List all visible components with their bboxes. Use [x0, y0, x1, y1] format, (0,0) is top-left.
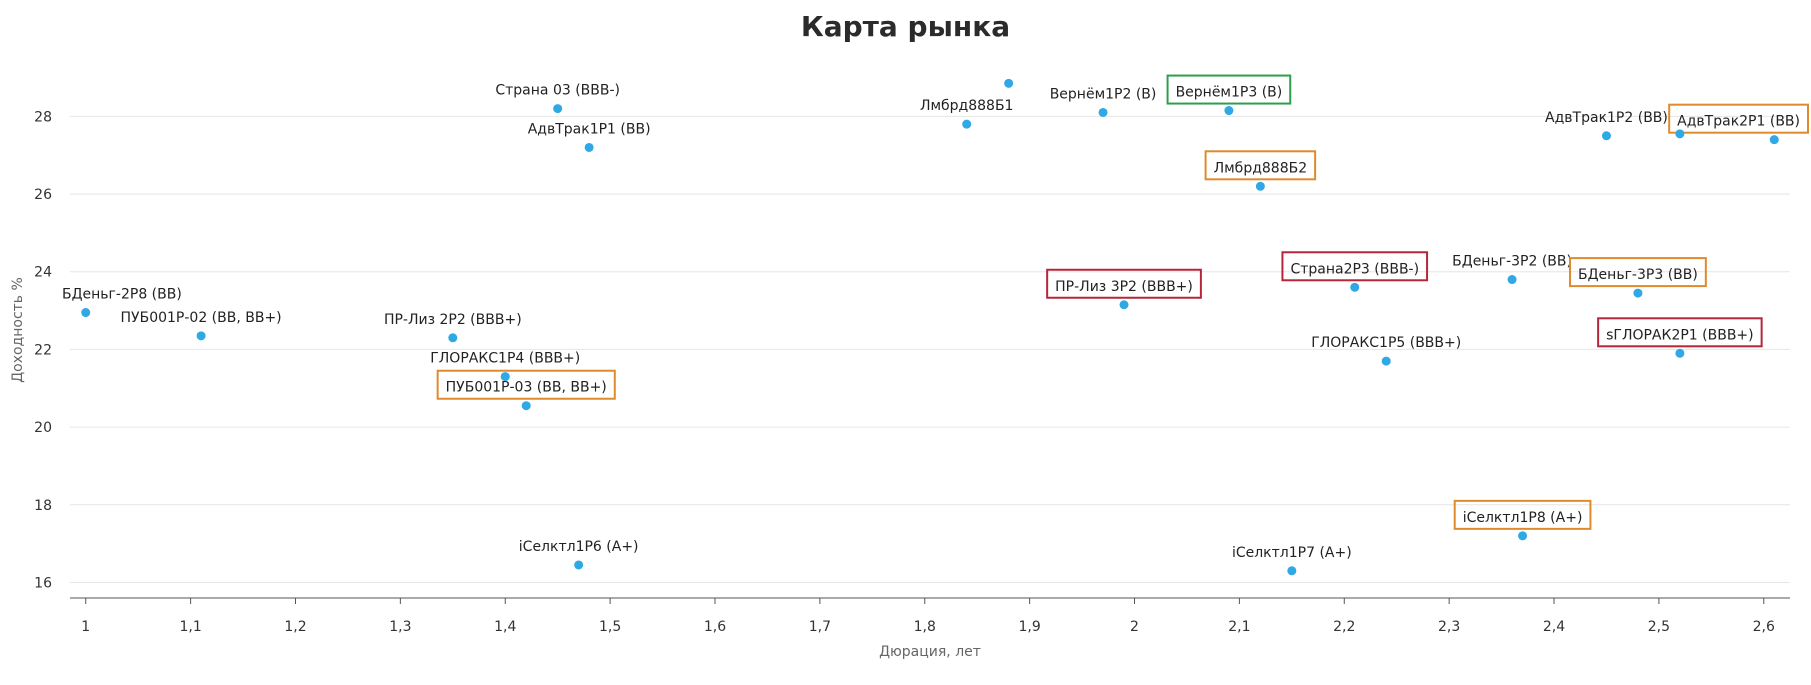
x-tick-label: 1,3	[389, 619, 411, 635]
point-label: ПУБ001Р-02 (BB, BB+)	[121, 310, 282, 326]
label-highlight-box	[1597, 317, 1763, 348]
x-tick-label: 1,6	[704, 619, 726, 635]
data-point	[1675, 348, 1685, 358]
x-tick-label: 1,7	[809, 619, 831, 635]
data-point	[962, 119, 972, 129]
point-label: АдвТрак1Р2 (BB)	[1545, 110, 1668, 126]
data-point	[1287, 566, 1297, 576]
data-point	[1601, 131, 1611, 141]
label-highlight-box	[1204, 150, 1317, 181]
data-point	[1769, 135, 1779, 145]
point-label: ГЛОРАКС1Р5 (BBB+)	[1311, 335, 1461, 351]
data-point	[1119, 300, 1129, 310]
y-tick-label: 16	[34, 575, 52, 591]
x-tick-label: 1	[81, 619, 90, 635]
data-point	[196, 331, 206, 341]
data-point	[1675, 129, 1685, 139]
point-label: Вернём1Р2 (B)	[1050, 86, 1157, 102]
point-label: sГЛОРАК2Р1 (BBB+)	[1606, 327, 1754, 343]
data-point	[500, 372, 510, 382]
point-label: БДеньг-3Р3 (BB)	[1578, 267, 1698, 283]
data-point	[1004, 78, 1014, 88]
x-tick-label: 2,4	[1543, 619, 1565, 635]
x-tick-label: 2,2	[1333, 619, 1355, 635]
point-label: Страна2Р3 (BBB-)	[1290, 261, 1419, 277]
label-highlight-box	[436, 369, 616, 400]
y-axis-title: Доходность %	[10, 277, 26, 383]
data-point	[521, 401, 531, 411]
point-label: iСелктл1Р6 (A+)	[519, 539, 639, 555]
label-highlight-box	[1668, 103, 1809, 134]
data-point	[1098, 107, 1108, 117]
point-label: iСелктл1Р8 (A+)	[1463, 510, 1583, 526]
data-point	[81, 308, 91, 318]
point-label: ГЛОРАКС1Р4 (BBB+)	[430, 351, 580, 367]
point-label: БДеньг-2Р8 (BB)	[62, 287, 182, 303]
point-label: ПР-Лиз 2Р2 (BBB+)	[384, 312, 522, 328]
data-point	[1507, 275, 1517, 285]
point-label: Лмбрд888Б1	[920, 98, 1014, 114]
point-label: АдвТрак1Р1 (BB)	[528, 121, 651, 137]
x-tick-label: 1,5	[599, 619, 621, 635]
point-label: Страна 03 (BBB-)	[495, 83, 620, 99]
label-highlight-box	[1166, 74, 1292, 105]
data-point	[1518, 531, 1528, 541]
x-tick-label: 1,1	[179, 619, 201, 635]
point-label: БДеньг-3Р2 (BB)	[1452, 254, 1572, 270]
data-point	[1350, 282, 1360, 292]
data-point	[553, 104, 563, 114]
label-highlight-box	[1569, 257, 1707, 288]
y-tick-label: 22	[34, 342, 52, 358]
x-tick-label: 1,2	[284, 619, 306, 635]
point-label: АдвТрак2Р1 (BB)	[1677, 114, 1800, 130]
x-axis-title: Дюрация, лет	[879, 644, 981, 660]
x-tick-label: 2,3	[1438, 619, 1460, 635]
x-tick-label: 2	[1130, 619, 1139, 635]
data-point	[1381, 356, 1391, 366]
x-tick-label: 2,6	[1753, 619, 1775, 635]
data-point	[448, 333, 458, 343]
x-tick-label: 1,4	[494, 619, 516, 635]
label-highlight-box	[1281, 251, 1429, 282]
label-highlight-box	[1453, 499, 1592, 530]
data-point	[574, 560, 584, 570]
x-tick-label: 2,5	[1648, 619, 1670, 635]
x-tick-label: 2,1	[1228, 619, 1250, 635]
data-point	[1255, 181, 1265, 191]
point-label: ПР-Лиз 3Р2 (BBB+)	[1055, 279, 1193, 295]
point-label: ПУБ001Р-03 (BB, BB+)	[446, 380, 607, 396]
y-tick-label: 20	[34, 420, 52, 436]
x-tick-label: 1,8	[914, 619, 936, 635]
y-tick-label: 28	[34, 109, 52, 125]
y-tick-label: 24	[34, 265, 52, 281]
x-tick-label: 1,9	[1019, 619, 1041, 635]
y-tick-label: 18	[34, 498, 52, 514]
label-highlight-box	[1046, 268, 1202, 299]
y-tick-label: 26	[34, 187, 52, 203]
data-point	[1224, 106, 1234, 116]
data-point	[584, 142, 594, 152]
point-label: Лмбрд888Б2	[1214, 160, 1308, 176]
point-label: Вернём1Р3 (B)	[1176, 85, 1283, 101]
point-label: iСелктл1Р7 (A+)	[1232, 545, 1352, 561]
data-point	[1633, 288, 1643, 298]
chart-title: Карта рынка	[800, 10, 1011, 43]
